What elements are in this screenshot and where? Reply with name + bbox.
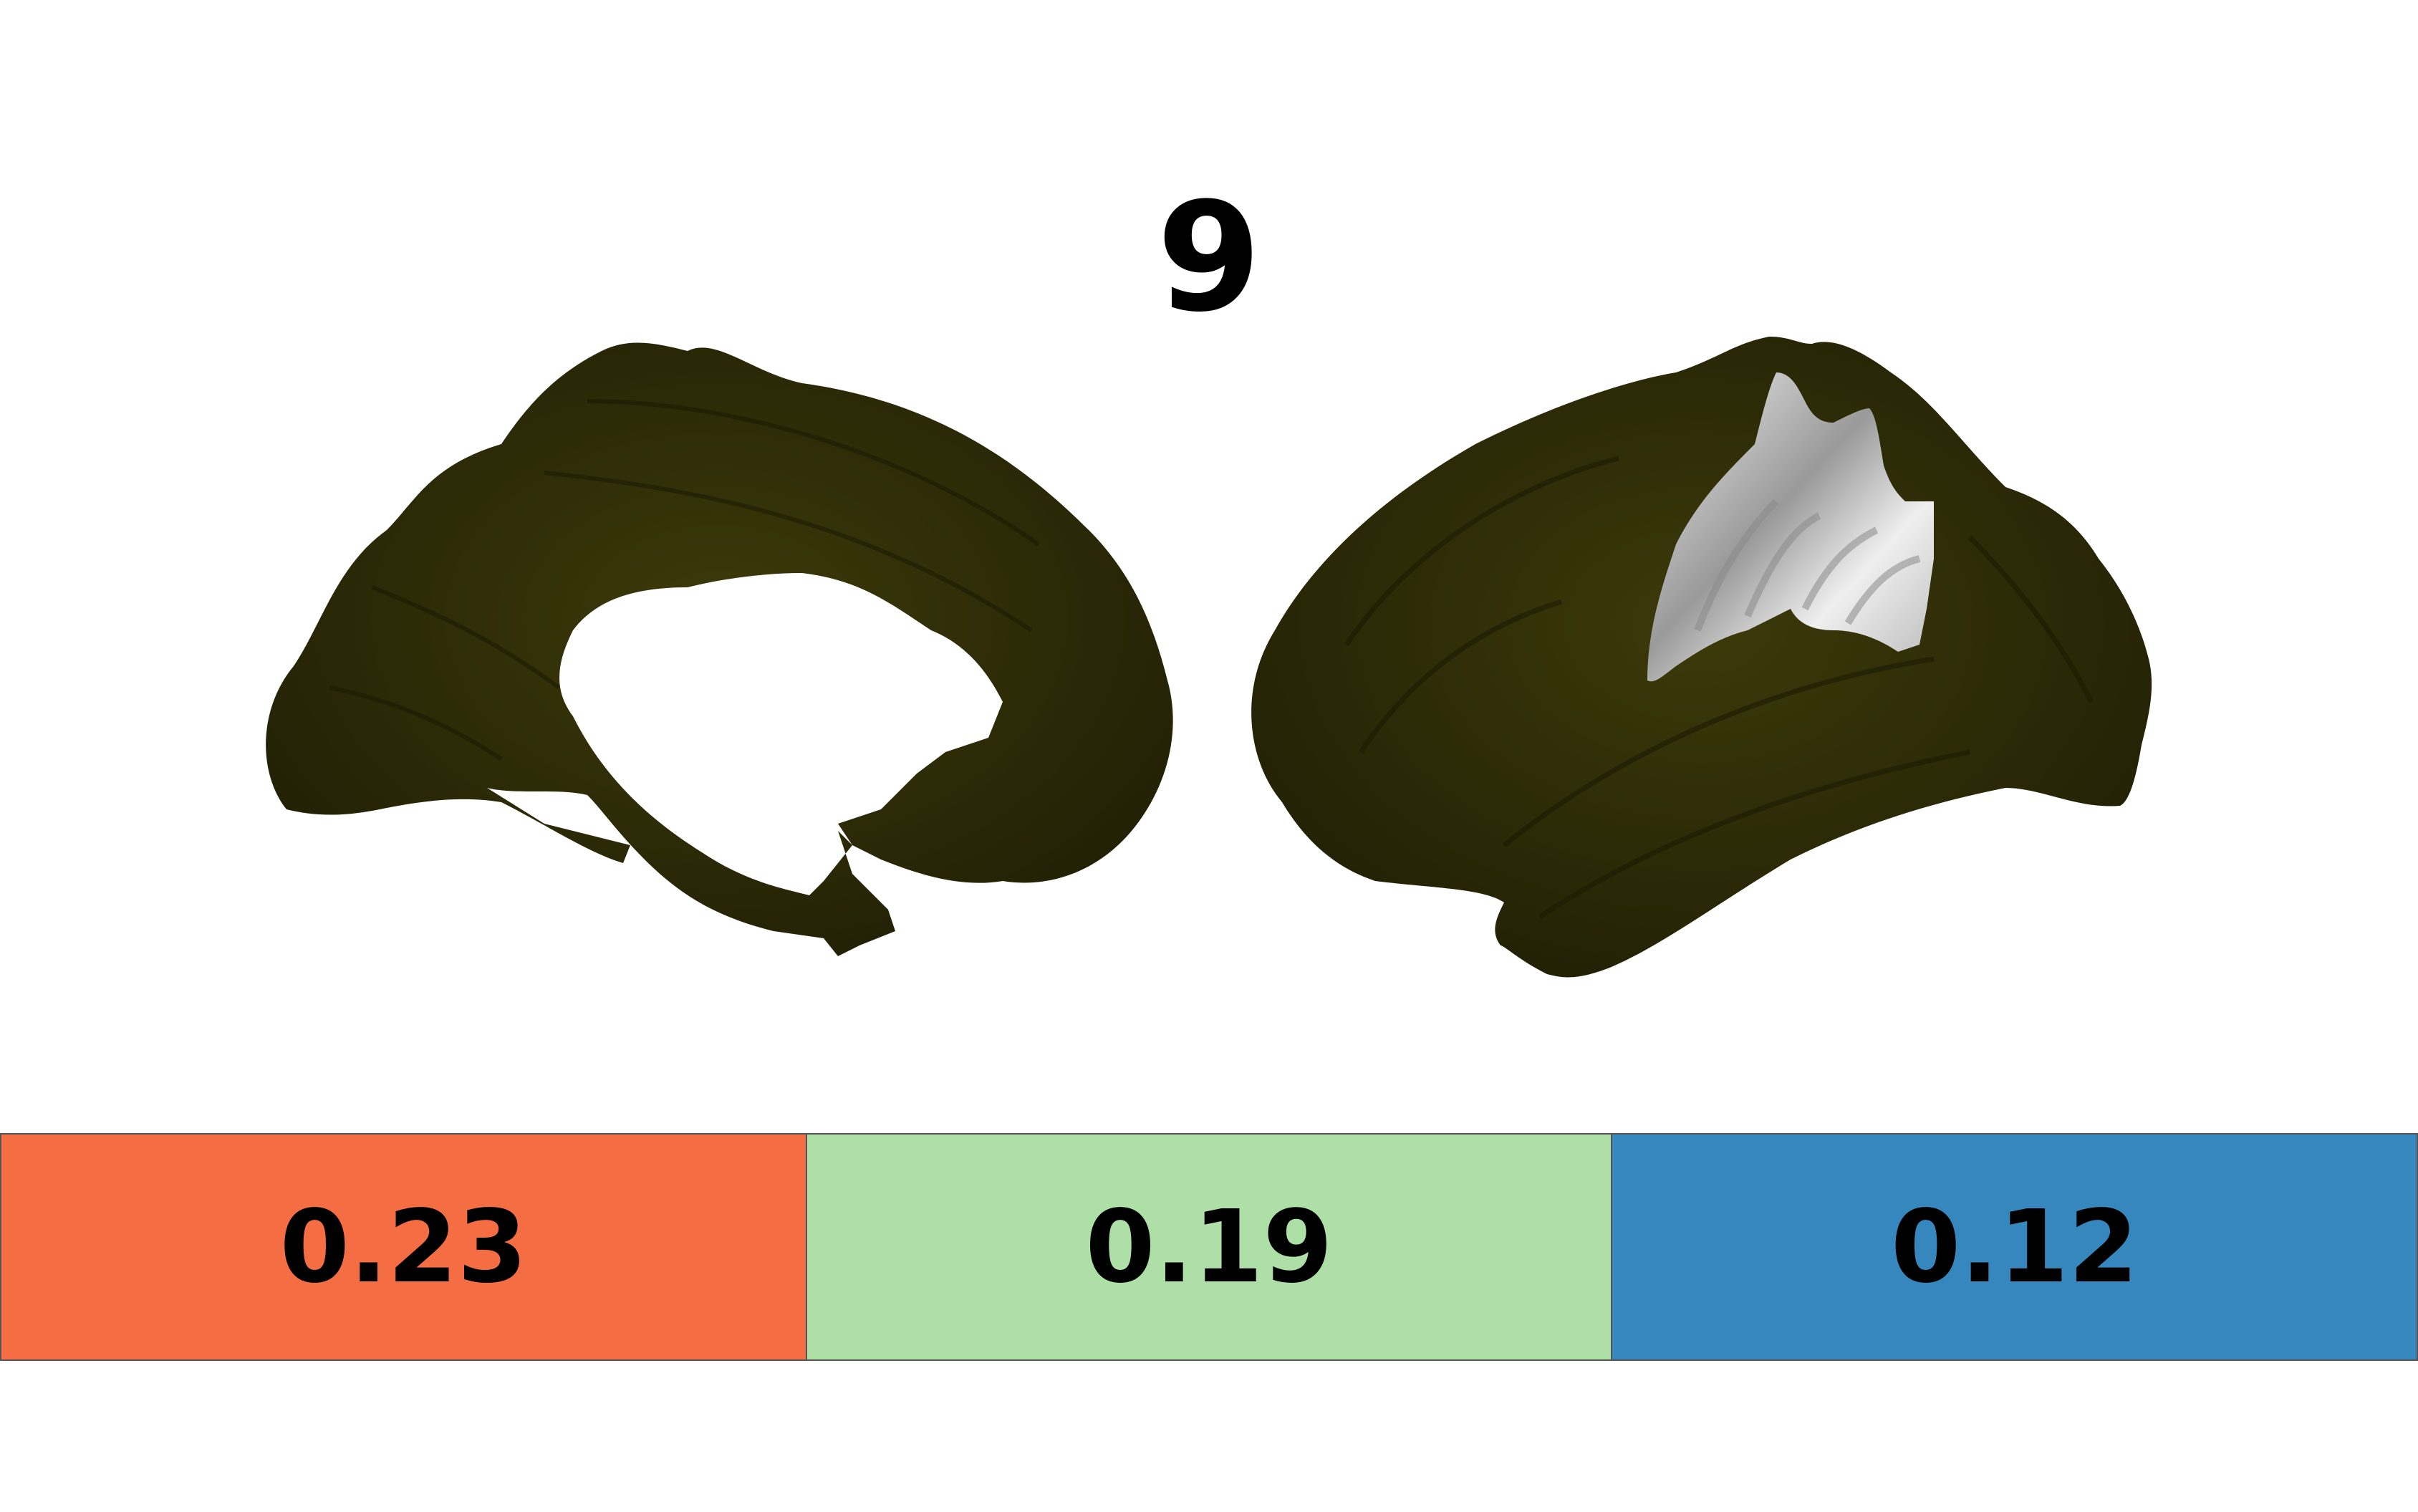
medial-brain-view [266,342,1173,956]
value-label-3: 0.12 [1890,1188,2139,1306]
lateral-brain-view [1251,337,2152,978]
medial-sulcus-lines [329,399,1040,761]
value-bar: 0.23 0.19 0.12 [0,1133,2418,1361]
value-label-1: 0.23 [279,1188,528,1306]
lateral-cortex [1251,337,2152,978]
highlighted-region-folds [1694,499,1921,632]
figure-title: 9 [1156,170,1262,345]
value-label-2: 0.19 [1085,1188,1333,1306]
lateral-sulcus-lines [1344,456,2094,919]
value-segment-3: 0.12 [1612,1133,2418,1361]
value-segment-2: 0.19 [806,1133,1613,1361]
brain-views [266,337,2152,978]
medial-cortex [266,342,1173,956]
value-segment-1: 0.23 [0,1133,807,1361]
